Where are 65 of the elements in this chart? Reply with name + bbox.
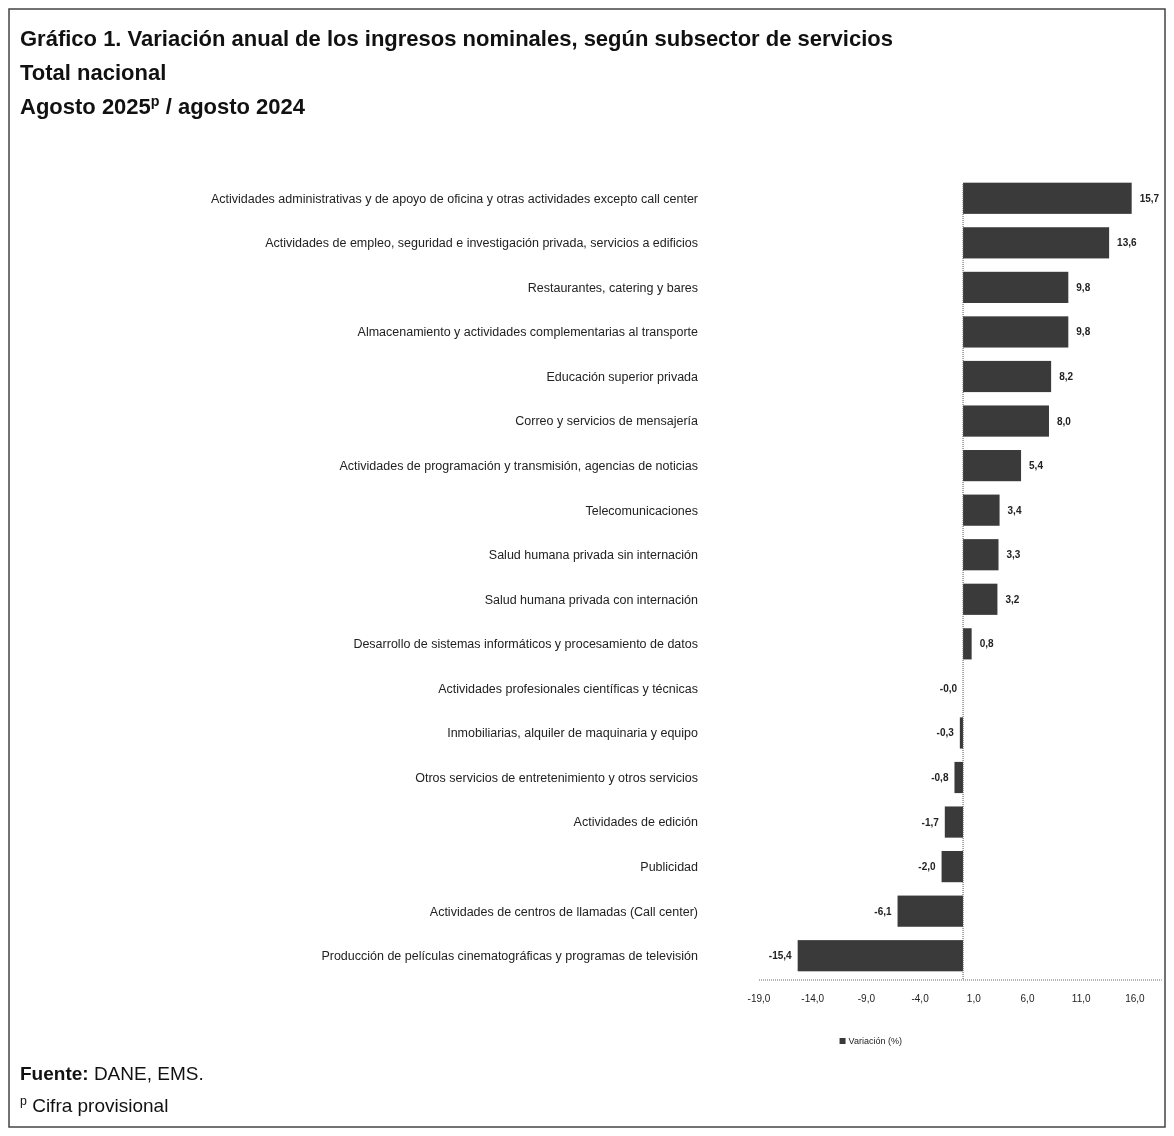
bar bbox=[897, 895, 964, 927]
x-tick-label: 11,0 bbox=[1071, 993, 1091, 1004]
y-tick-label: Almacenamiento y actividades complementarias al transporte bbox=[357, 325, 699, 340]
y-tick-label: Actividades de edición bbox=[573, 815, 699, 830]
x-tick-label: -19,0 bbox=[747, 993, 771, 1004]
bar bbox=[963, 316, 1069, 348]
data-label: 0,8 bbox=[979, 638, 994, 650]
bar bbox=[963, 628, 972, 660]
x-tick-label: -9,0 bbox=[857, 993, 876, 1004]
y-tick-label: Telecomunicaciones bbox=[585, 503, 698, 518]
data-label: -0,3 bbox=[936, 727, 955, 739]
data-label: 13,6 bbox=[1117, 237, 1138, 249]
bar bbox=[941, 851, 964, 883]
data-label: 8,0 bbox=[1056, 415, 1072, 427]
y-tick-label: Inmobiliarias, alquiler de maquinaria y equipo bbox=[447, 726, 699, 741]
bar bbox=[954, 761, 964, 794]
y-tick-label: Actividades profesionales científicas y técnicas bbox=[438, 681, 698, 696]
data-label: -15,4 bbox=[768, 950, 793, 962]
data-label: 8,2 bbox=[1059, 371, 1074, 382]
data-label: -6,1 bbox=[874, 905, 892, 917]
bar bbox=[963, 227, 1110, 259]
y-tick-label: Actividades administrativas y de apoyo de oficina y otras actividades excepto call center bbox=[210, 191, 698, 206]
x-tick-label: 6,0 bbox=[1020, 993, 1035, 1004]
text: Gráfico 1. Variación anual de los ingresos nominales, según subsector de servicios bbox=[20, 26, 893, 51]
data-label: -0,0 bbox=[939, 682, 958, 694]
x-tick-label: -4,0 bbox=[911, 993, 930, 1004]
data-label: 9,8 bbox=[1076, 326, 1091, 338]
data-label: -0,8 bbox=[931, 772, 949, 783]
y-tick-label: Actividades de programación y transmisión, agencias de noticias bbox=[339, 458, 698, 473]
y-tick-label: Actividades de centros de llamadas (Call center) bbox=[429, 904, 698, 919]
bar bbox=[963, 271, 1069, 303]
bar bbox=[963, 182, 1132, 214]
y-tick-label: Educación superior privada bbox=[546, 369, 699, 384]
data-label: -1,7 bbox=[921, 816, 940, 828]
bar bbox=[963, 405, 1049, 437]
data-label: 9,8 bbox=[1076, 281, 1091, 293]
data-label: 3,2 bbox=[1005, 593, 1020, 605]
bar bbox=[963, 450, 1022, 482]
data-label: 15,7 bbox=[1139, 192, 1160, 204]
y-tick-label: Restaurantes, catering y bares bbox=[527, 280, 698, 295]
text: Total nacional Agosto 2025$^{p}$ / agosto 2024 bbox=[20, 60, 306, 119]
text: $^{p}$ Cifra provisional bbox=[20, 1094, 169, 1116]
text: Fuente: DANE, EMS. bbox=[20, 1063, 204, 1084]
y-tick-label: Correo y servicios de mensajería bbox=[515, 414, 699, 429]
y-tick-label: Desarrollo de sistemas informáticos y procesamiento de datos bbox=[353, 637, 698, 652]
bar bbox=[797, 940, 964, 972]
bar bbox=[963, 360, 1052, 393]
x-tick-label: 16,0 bbox=[1125, 993, 1146, 1004]
y-tick-label: Salud humana privada sin internación bbox=[488, 548, 699, 563]
data-label: 3,4 bbox=[1007, 504, 1022, 516]
y-tick-label: Salud humana privada con internación bbox=[484, 592, 699, 607]
data-label: 3,3 bbox=[1006, 549, 1021, 561]
data-label: -2,0 bbox=[918, 861, 937, 873]
bar bbox=[963, 539, 999, 571]
x-tick-label: -14,0 bbox=[801, 993, 825, 1004]
bar bbox=[944, 806, 964, 838]
y-tick-label: Publicidad bbox=[640, 859, 699, 874]
y-tick-label: Actividades de empleo, seguridad e investigación privada, servicios a edificios bbox=[265, 236, 698, 251]
x-tick-label: 1,0 bbox=[966, 993, 982, 1004]
bar bbox=[963, 494, 1000, 526]
y-tick-label: Producción de películas cinematográficas y programas de televisión bbox=[321, 949, 699, 964]
y-tick-label: Otros servicios de entretenimiento y otros servicios bbox=[415, 770, 698, 785]
bar bbox=[963, 583, 998, 615]
legend-label: Variación (%) bbox=[848, 1036, 902, 1046]
data-label: 5,4 bbox=[1029, 460, 1044, 472]
